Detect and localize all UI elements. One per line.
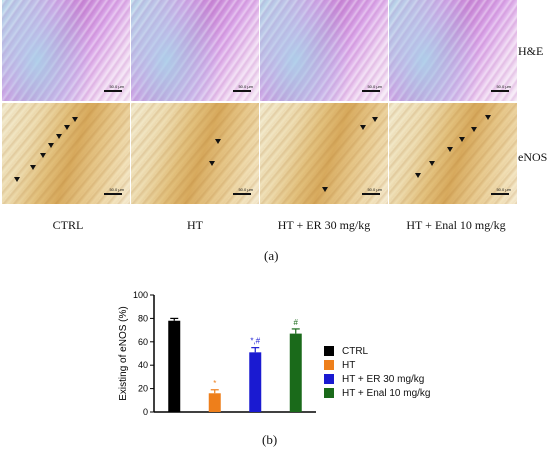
scale-bar [362,90,380,92]
legend-label-ht: HT [342,359,356,371]
arrowhead-marker [360,125,366,130]
enos-enal-image: 50.0 μm [389,103,517,204]
scale-bar [362,193,380,195]
panel-b-label: (b) [262,432,278,447]
enos-bar-chart: 0 20 40 60 80 100 Existing of eNOS (%) * *,# # [118,290,316,417]
arrowhead-marker [322,187,328,192]
row-label-enos: eNOS [518,150,548,164]
arrowhead-marker [471,127,477,132]
arrowhead-marker [72,117,78,122]
he-ht-image: 50.0 μm [131,0,259,101]
legend-item-ht: HT [324,358,430,372]
scale-bar [491,90,509,92]
arrowhead-marker [64,125,70,130]
he-ctrl-image: 50.0 μm [2,0,130,101]
scale-bar-label: 50.0 μm [238,187,253,192]
column-label-ctrl: CTRL [52,218,84,232]
enos-er-image: 50.0 μm [260,103,388,204]
legend-swatch-enal [324,388,334,398]
legend-swatch-ctrl [324,346,334,356]
significance-label: *,# [250,337,260,346]
micrograph-grid: 50.0 μm 50.0 μm 50.0 μm 50.0 μm 50.0 μm … [0,0,517,204]
column-label-enal: HT + Enal 10 mg/kg [406,218,506,232]
legend-swatch-er [324,374,334,384]
y-tick-label: 80 [138,313,148,323]
legend-label-enal: HT + Enal 10 mg/kg [342,387,431,399]
he-enal-image: 50.0 μm [389,0,517,101]
scale-bar-label: 50.0 μm [367,187,382,192]
arrowhead-marker [459,137,465,142]
arrowhead-marker [215,139,221,144]
scale-bar-label: 50.0 μm [496,187,511,192]
arrowhead-marker [447,147,453,152]
scale-bar [233,90,251,92]
chart-legend: CTRL HT HT + ER 30 mg/kg HT + Enal 10 mg… [324,344,430,400]
enos-ctrl-image: 50.0 μm [2,103,130,204]
arrowhead-marker [14,177,20,182]
legend-item-enal: HT + Enal 10 mg/kg [324,386,430,400]
scale-bar [491,193,509,195]
panel-a-label: (a) [264,248,279,263]
scale-bar-label: 50.0 μm [238,84,253,89]
y-tick-label: 40 [138,360,148,370]
legend-label-er: HT + ER 30 mg/kg [342,373,425,385]
bar-1 [208,393,221,412]
arrowhead-marker [429,161,435,166]
y-tick-label: 20 [138,384,148,394]
arrowhead-marker [209,161,215,166]
legend-item-er: HT + ER 30 mg/kg [324,372,430,386]
row-label-he: H&E [518,44,544,58]
he-er-image: 50.0 μm [260,0,388,101]
legend-item-ctrl: CTRL [324,344,430,358]
scale-bar-label: 50.0 μm [109,84,124,89]
enos-ht-image: 50.0 μm [131,103,259,204]
bar-2 [249,352,262,412]
scale-bar [233,193,251,195]
scale-bar-label: 50.0 μm [367,84,382,89]
column-label-ht: HT [187,218,203,232]
arrowhead-marker [48,143,54,148]
bar-3 [289,333,302,412]
scale-bar [104,90,122,92]
scale-bar-label: 50.0 μm [109,187,124,192]
bar-0 [168,320,181,412]
y-axis-label: Existing of eNOS (%) [118,306,129,400]
arrowhead-marker [415,173,421,178]
arrowhead-marker [40,153,46,158]
legend-swatch-ht [324,360,334,370]
scale-bar-label: 50.0 μm [496,84,511,89]
arrowhead-marker [372,117,378,122]
scale-bar [104,193,122,195]
significance-label: * [213,379,216,388]
column-label-er: HT + ER 30 mg/kg [277,218,371,232]
significance-label: # [294,318,299,327]
y-tick-label: 0 [143,407,148,417]
y-tick-label: 60 [138,337,148,347]
y-tick-label: 100 [133,290,148,300]
arrowhead-marker [30,165,36,170]
arrowhead-marker [485,115,491,120]
arrowhead-marker [56,134,62,139]
legend-label-ctrl: CTRL [342,345,369,357]
